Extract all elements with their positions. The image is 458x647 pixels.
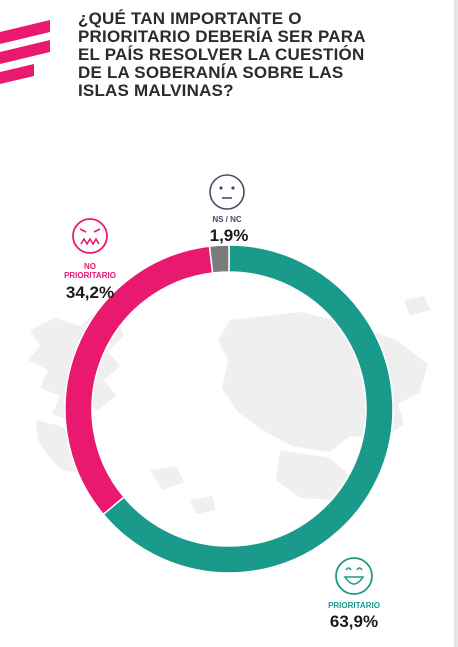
label-ns-nc: NS / NC [212,215,242,224]
value-ns-nc: 1,9% [209,226,249,245]
logo-bar-3 [0,64,34,84]
happy-face-icon [335,557,373,595]
logo-bar-1 [0,20,50,44]
map-islet-2 [190,496,216,514]
stripes-logo-icon [0,20,50,84]
neutral-face-icon [209,174,245,210]
label-no-prioritario: NO PRIORITARIO [64,262,116,280]
arc-ns-nc [208,244,230,274]
label-prioritario: PRIORITARIO [328,601,380,610]
value-no-prioritario: 34,2% [65,283,115,302]
arc-prioritario [102,244,394,574]
logo-bar-2 [0,40,50,64]
chart-title: ¿QUÉ TAN IMPORTANTE O PRIORITARIO DEBERÍ… [78,9,366,100]
map-islet-3 [404,296,430,316]
value-prioritario: 63,9% [329,612,379,631]
map-islet-1 [150,466,184,490]
map-south-east [276,450,352,500]
angry-face-icon [72,218,108,254]
page-edge [454,0,458,647]
